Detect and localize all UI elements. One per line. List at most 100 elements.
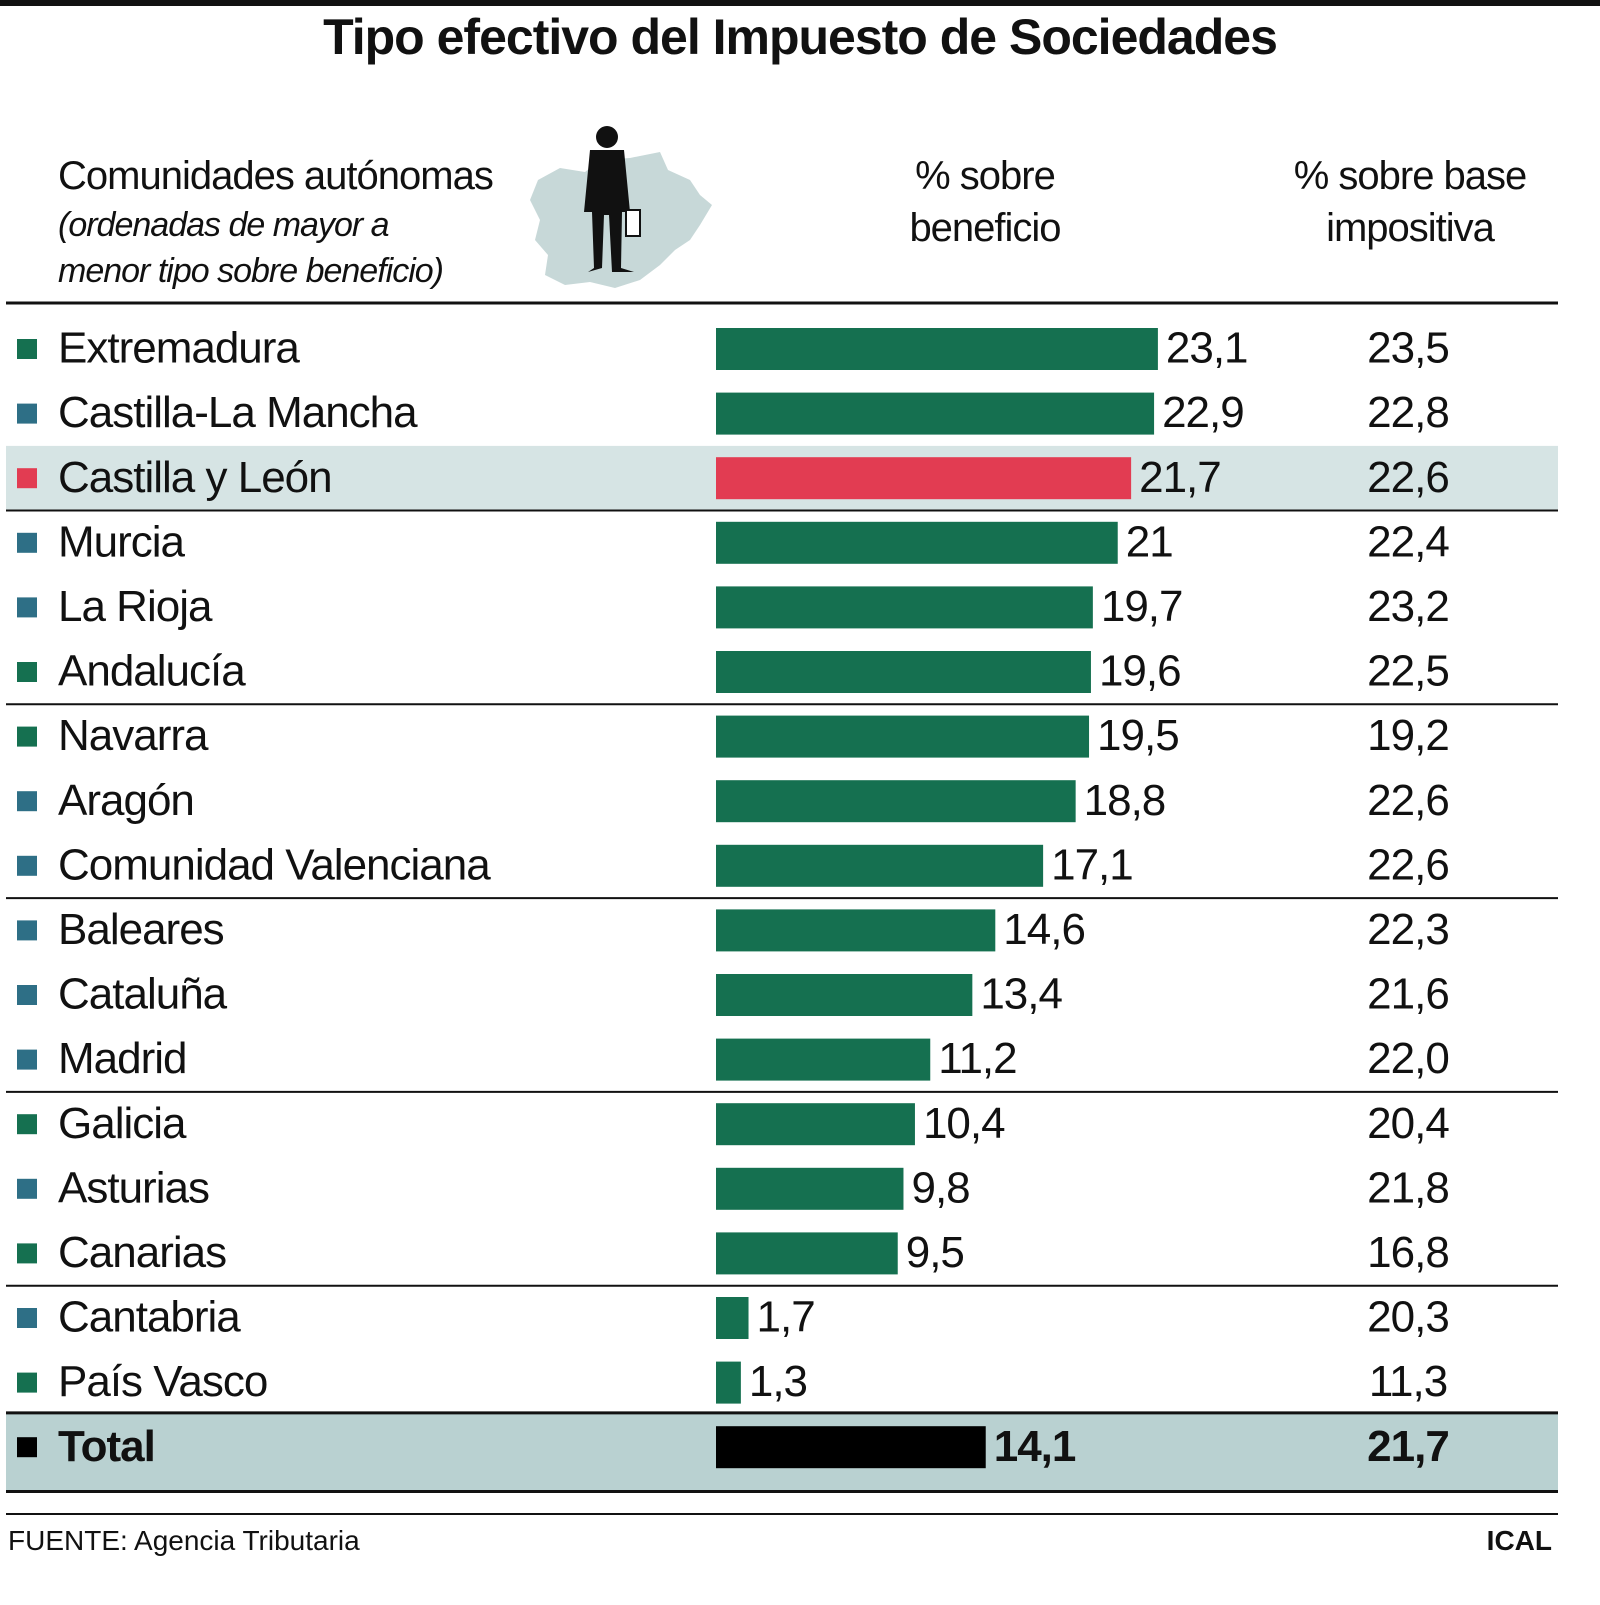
category-label: Murcia (58, 517, 186, 566)
value-label: 1,7 (757, 1293, 815, 1342)
category-label: Navarra (58, 711, 209, 760)
value-label: 18,8 (1084, 776, 1166, 825)
category-header: Comunidades autónomas (58, 154, 494, 198)
row-marker (17, 1243, 37, 1264)
base-value: 21,8 (1367, 1163, 1449, 1212)
base-value: 23,2 (1367, 582, 1449, 631)
bar (716, 1426, 986, 1469)
category-label: Canarias (58, 1228, 226, 1277)
bar (716, 1038, 931, 1081)
bar (716, 521, 1118, 564)
row-marker (17, 1372, 37, 1393)
row-marker (17, 855, 37, 876)
row-marker (17, 468, 37, 489)
value-label: 10,4 (923, 1099, 1005, 1148)
category-label: País Vasco (58, 1357, 267, 1406)
base-value: 22,8 (1367, 388, 1449, 437)
category-label: La Rioja (58, 582, 213, 631)
value-label: 17,1 (1051, 840, 1133, 889)
bar (716, 328, 1158, 370)
row-marker (17, 597, 37, 618)
value-label: 1,3 (749, 1357, 807, 1406)
bar (716, 586, 1093, 629)
value-label: 9,8 (911, 1163, 969, 1212)
base-value: 22,5 (1367, 647, 1449, 696)
category-label: Cataluña (58, 970, 228, 1019)
bar (716, 1167, 904, 1210)
value-label: 13,4 (980, 970, 1062, 1019)
bar (716, 1232, 898, 1275)
base-value: 16,8 (1367, 1228, 1449, 1277)
category-label: Aragón (58, 776, 194, 825)
row-marker (17, 726, 37, 747)
category-label: Castilla y León (58, 453, 332, 502)
base-value: 19,2 (1367, 711, 1449, 760)
row-marker (17, 339, 37, 359)
value-label: 14,1 (994, 1422, 1076, 1471)
base-value: 22,6 (1367, 453, 1449, 502)
category-label: Galicia (58, 1099, 187, 1148)
bar (716, 974, 973, 1016)
value-label: 9,5 (906, 1228, 964, 1277)
base-value: 21,6 (1367, 970, 1449, 1019)
row-marker (17, 1437, 37, 1458)
value-label: 21 (1126, 517, 1173, 566)
row-marker (17, 985, 37, 1005)
bar (716, 1297, 749, 1339)
category-label: Cantabria (58, 1293, 241, 1342)
base-value: 22,6 (1367, 776, 1449, 825)
chart-title: Tipo efectivo del Impuesto de Sociedades (323, 9, 1278, 65)
bar (716, 651, 1091, 693)
column-header: % sobre beneficio (909, 154, 1061, 250)
base-value: 22,6 (1367, 840, 1449, 889)
base-value: 21,7 (1367, 1422, 1449, 1471)
category-label: Extremadura (58, 324, 300, 373)
base-value: 22,4 (1367, 517, 1449, 566)
row-marker (17, 1178, 37, 1199)
category-note: (ordenadas de mayor a menor tipo sobre b… (58, 206, 444, 290)
bar (716, 844, 1044, 887)
source: FUENTE: Agencia Tributaria (8, 1525, 360, 1556)
credit: ICAL (1486, 1525, 1552, 1556)
bar (716, 909, 996, 952)
row-marker (17, 662, 37, 682)
row-marker (17, 920, 37, 941)
bar (716, 1361, 741, 1404)
businessman-icon (584, 126, 641, 272)
value-label: 14,6 (1003, 905, 1085, 954)
base-value: 20,4 (1367, 1099, 1449, 1148)
row-marker (17, 1114, 37, 1135)
value-label: 19,6 (1099, 647, 1181, 696)
category-label: Baleares (58, 905, 224, 954)
column-header: % sobre base impositiva (1293, 154, 1528, 250)
value-label: 22,9 (1162, 388, 1244, 437)
category-label: Comunidad Valenciana (58, 840, 491, 889)
category-label: Total (58, 1422, 155, 1471)
top-rule (0, 0, 1600, 6)
row-marker (17, 791, 37, 812)
category-label: Andalucía (58, 647, 246, 696)
row-marker (17, 1049, 37, 1070)
bar (716, 392, 1155, 435)
bar (716, 1103, 915, 1146)
value-label: 19,5 (1097, 711, 1179, 760)
category-label: Madrid (58, 1034, 187, 1083)
value-label: 23,1 (1166, 324, 1248, 373)
bar (716, 715, 1090, 758)
base-value: 11,3 (1369, 1357, 1447, 1406)
row-marker (17, 1308, 37, 1328)
value-label: 21,7 (1139, 453, 1221, 502)
base-value: 23,5 (1367, 324, 1449, 373)
bar (716, 457, 1132, 500)
base-value: 22,0 (1367, 1034, 1449, 1083)
value-label: 11,2 (938, 1034, 1016, 1083)
category-label: Asturias (58, 1163, 209, 1212)
base-value: 22,3 (1367, 905, 1449, 954)
category-label: Castilla-La Mancha (58, 388, 418, 437)
base-value: 20,3 (1367, 1293, 1449, 1342)
row-marker (17, 403, 37, 424)
row-marker (17, 532, 37, 553)
value-label: 19,7 (1101, 582, 1183, 631)
